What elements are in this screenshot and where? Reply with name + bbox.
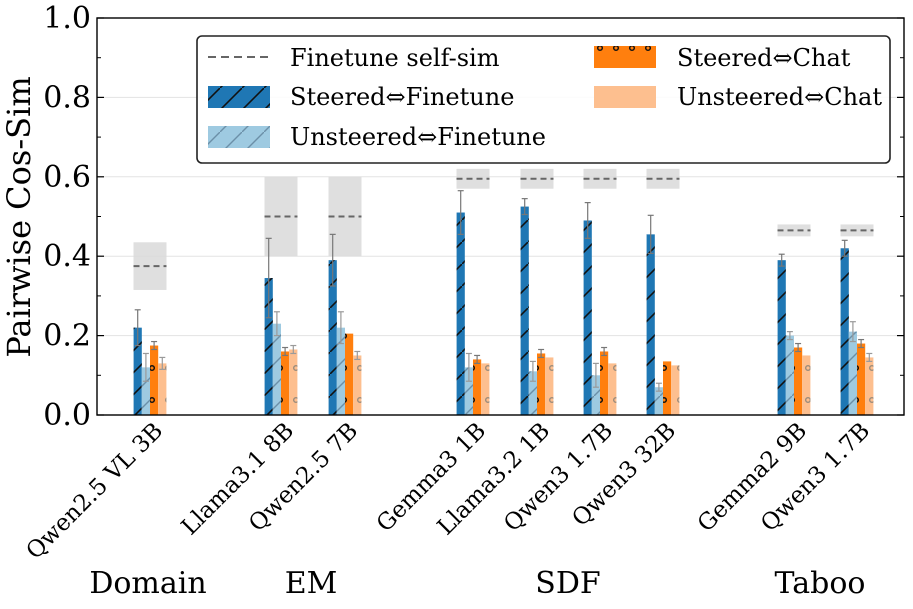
bar-unsteered-finetune-pattern — [272, 323, 281, 415]
bar-steered-finetune-pattern — [646, 234, 655, 415]
group-label: SDF — [535, 566, 600, 601]
selfsim-band — [520, 168, 554, 189]
bar-steered-chat-pattern — [794, 347, 803, 415]
bar-steered-finetune-pattern — [456, 212, 465, 415]
bar-unsteered-finetune-pattern — [848, 331, 857, 415]
x-tick-label: Qwen2.5 VL 3B — [21, 418, 168, 565]
bar-unsteered-finetune-pattern — [464, 367, 473, 415]
bar-unsteered-finetune-pattern — [528, 371, 537, 415]
selfsim-band — [840, 224, 874, 237]
bar-steered-chat-pattern — [600, 351, 609, 415]
bar-unsteered-chat-pattern — [865, 357, 874, 415]
bar-steered-chat-pattern — [857, 343, 866, 415]
x-tick-label: Gemma2 9B — [693, 418, 812, 537]
bar-unsteered-chat-pattern — [481, 363, 490, 415]
plot-frame — [96, 17, 905, 416]
selfsim-band — [583, 168, 617, 189]
group-label: Domain — [89, 566, 206, 601]
bar-unsteered-finetune-pattern — [336, 327, 345, 415]
bar-steered-finetune-pattern — [264, 278, 273, 415]
legend-steered-ft-label: Steered⇔Finetune — [290, 83, 514, 111]
bar-steered-chat-pattern — [473, 359, 482, 415]
bar-unsteered-finetune-pattern — [654, 387, 663, 415]
selfsim-band — [646, 168, 680, 189]
selfsim-layer — [133, 168, 874, 290]
bar-unsteered-chat-pattern — [289, 349, 298, 415]
bar-steered-finetune-pattern — [328, 260, 337, 415]
legend-frame — [196, 35, 891, 164]
y-tick-label: 0.6 — [43, 160, 91, 195]
y-tick-label: 0.2 — [43, 319, 91, 354]
legend-unsteered-chat-label: Unsteered⇔Chat — [677, 83, 882, 111]
x-tick-label: Qwen3 1.7B — [756, 418, 875, 537]
bar-unsteered-finetune-pattern — [591, 375, 600, 415]
bar-steered-finetune-pattern — [840, 248, 849, 415]
x-tick-label: Llama3.1 8B — [177, 418, 300, 541]
bar-unsteered-finetune-pattern — [785, 335, 794, 415]
bar-unsteered-chat-pattern — [545, 357, 554, 415]
bar-steered-finetune-pattern — [777, 260, 786, 415]
y-tick-label: 0.4 — [43, 239, 91, 274]
y-tick-label: 0.0 — [43, 398, 91, 433]
bar-steered-chat-pattern — [537, 353, 546, 415]
legend-steered-chat-dots — [594, 46, 656, 68]
bar-steered-chat-pattern — [281, 351, 290, 415]
bar-unsteered-chat-pattern — [608, 363, 617, 415]
legend-selfsim-label: Finetune self-sim — [290, 44, 500, 72]
selfsim-band — [777, 224, 811, 237]
bar-unsteered-chat-pattern — [671, 365, 680, 415]
bar-steered-chat-pattern — [150, 345, 159, 415]
bar-unsteered-finetune-pattern — [141, 367, 150, 415]
legend-steered-chat-label: Steered⇔Chat — [677, 44, 851, 72]
legend-unsteered-ft-hatch — [208, 126, 270, 148]
group-label: Taboo — [775, 566, 866, 601]
bar-steered-chat-pattern — [345, 333, 354, 415]
y-tick-label: 1.0 — [43, 1, 91, 36]
group-label: EM — [285, 566, 338, 601]
y-tick-label: 0.8 — [43, 80, 91, 115]
y-axis-label: Pairwise Cos-Sim — [0, 76, 38, 357]
legend-unsteered-chat-dots — [594, 86, 656, 108]
bar-unsteered-chat-pattern — [158, 363, 167, 415]
bar-steered-finetune-pattern — [520, 206, 529, 415]
bar-unsteered-chat-pattern — [802, 355, 811, 415]
selfsim-band — [456, 168, 490, 189]
legend: Finetune self-sim Steered⇔Finetune Unste… — [196, 35, 891, 164]
x-tick-label: Llama3.2 1B — [433, 418, 556, 541]
bar-unsteered-chat-pattern — [353, 355, 362, 415]
legend-steered-ft-hatch — [208, 86, 270, 108]
x-tick-label: Qwen3 1.7B — [499, 418, 618, 537]
bar-steered-finetune-pattern — [583, 220, 592, 415]
legend-unsteered-ft-label: Unsteered⇔Finetune — [290, 123, 546, 151]
bars-layer — [133, 190, 874, 415]
bar-steered-chat-pattern — [663, 361, 672, 415]
bar-steered-finetune-pattern — [133, 327, 142, 415]
x-tick-label: Gemma3 1B — [372, 418, 491, 537]
